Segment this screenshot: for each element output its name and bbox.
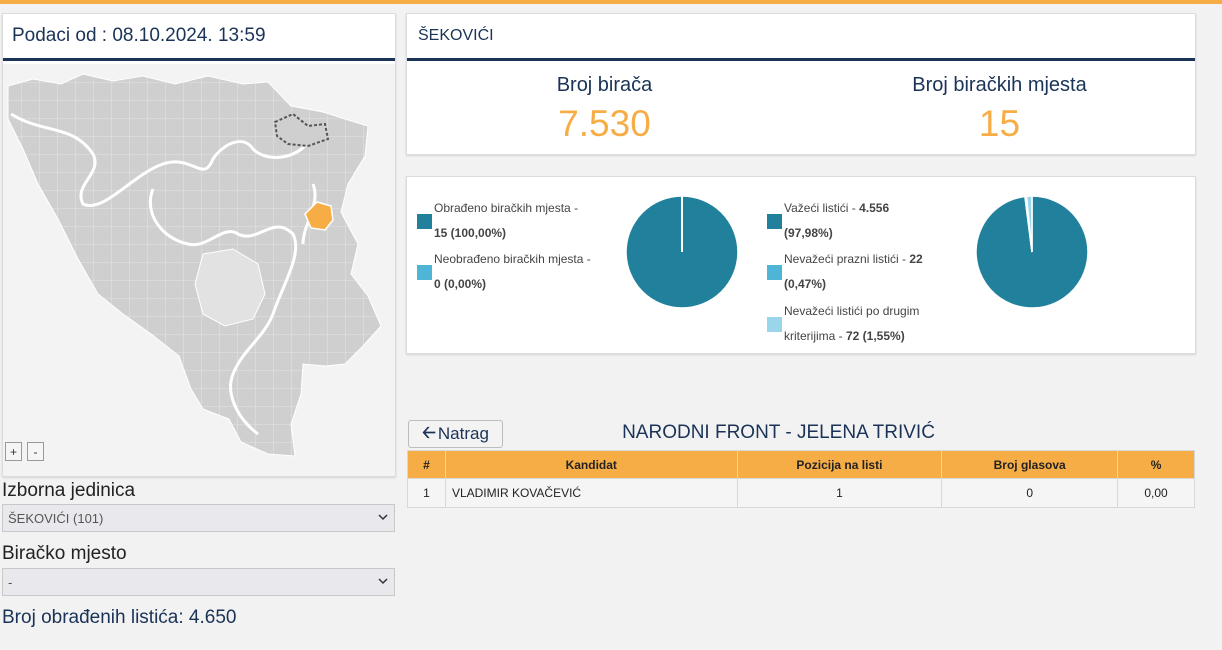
legend-label: Neobrađeno biračkih mjesta -: [434, 252, 591, 266]
zoom-in-button[interactable]: +: [5, 442, 22, 461]
polling-station-label: Biračko mjesto: [2, 543, 127, 564]
map-area[interactable]: [3, 64, 395, 476]
legend-item-invalid-empty: Nevažeći prazni listići - 22 (0,47%): [767, 247, 923, 297]
legend-label: Važeći listići -: [784, 201, 860, 215]
legend-value: 15 (100,00%): [434, 226, 507, 240]
legend-value: 0 (0,00%): [434, 277, 487, 291]
municipality-card: ŠEKOVIĆI Broj birača 7.530 Broj biračkih…: [406, 13, 1196, 155]
legend-item-valid: Važeći listići - 4.556 (97,98%): [767, 196, 889, 246]
legend-swatch: [417, 214, 432, 229]
legend-swatch: [767, 214, 782, 229]
legend-item-unprocessed: Neobrađeno biračkih mjesta - 0 (0,00%): [417, 247, 591, 297]
column-header[interactable]: #: [407, 450, 446, 479]
sarajevo-region: [194, 248, 266, 327]
map-panel: Podaci od : 08.10.2024. 13:59: [2, 13, 396, 477]
stations-label: Broj biračkih mjesta: [912, 74, 1087, 96]
vote-percent: 0,00: [1117, 478, 1195, 508]
electoral-unit-value: ŠEKOVIĆI (101): [8, 510, 104, 526]
table-row: 1 VLADIMIR KOVAČEVIĆ 1 0 0,00: [407, 478, 1195, 508]
pie-slice-invalid-other: [1025, 195, 1033, 253]
candidates-table: # Kandidat Pozicija na listi Broj glasov…: [407, 450, 1195, 508]
column-header[interactable]: Kandidat: [444, 450, 738, 479]
list-position: 1: [736, 478, 943, 508]
table-header-row: # Kandidat Pozicija na listi Broj glasov…: [407, 450, 1195, 479]
legend-label: Obrađeno biračkih mjesta -: [434, 201, 579, 215]
arrow-left-icon: 🡠: [422, 422, 436, 442]
legend-swatch: [767, 265, 782, 280]
data-timestamp: Podaci od : 08.10.2024. 13:59: [3, 14, 395, 61]
chevron-down-icon: [378, 514, 388, 521]
legend-swatch: [417, 265, 432, 280]
legend-value: 4.556: [859, 201, 890, 215]
voters-value: 7.530: [558, 103, 651, 144]
legend-item-invalid-other: Nevažeći listići po drugim kriterijima -…: [767, 299, 919, 349]
column-header[interactable]: Pozicija na listi: [736, 450, 943, 479]
legend-percent: (0,47%): [784, 277, 827, 291]
electoral-unit-label: Izborna jedinica: [2, 480, 136, 501]
country-texture: [8, 74, 381, 456]
stations-pie-chart: [625, 195, 739, 309]
party-title: NARODNI FRONT - JELENA TRIVIĆ: [622, 422, 935, 443]
legend-label-cont: kriterijima -: [784, 329, 846, 343]
legend-label: Nevažeći listići po drugim: [784, 304, 920, 318]
candidate-name: VLADIMIR KOVAČEVIĆ: [444, 478, 738, 508]
stations-value: 15: [978, 103, 1021, 144]
processed-ballots: Broj obrađenih listića: 4.650: [2, 607, 237, 628]
polling-station-select[interactable]: -: [2, 568, 395, 596]
municipality-title: ŠEKOVIĆI: [407, 14, 1195, 61]
electoral-unit-select[interactable]: ŠEKOVIĆI (101): [2, 504, 395, 532]
column-header[interactable]: Broj glasova: [941, 450, 1119, 479]
legend-value: 22: [909, 252, 923, 266]
statistics-card: Obrađeno biračkih mjesta - 15 (100,00%) …: [406, 176, 1196, 354]
legend-percent: (97,98%): [784, 226, 833, 240]
legend-item-processed: Obrađeno biračkih mjesta - 15 (100,00%): [417, 196, 578, 246]
brcko-district: [273, 112, 330, 148]
voters-stat: Broj birača 7.530: [407, 74, 802, 145]
column-header[interactable]: %: [1117, 450, 1195, 479]
legend-label: Nevažeći prazni listići -: [784, 252, 910, 266]
zoom-out-button[interactable]: -: [27, 442, 44, 461]
legend-value: 72 (1,55%): [846, 329, 905, 343]
stations-stat: Broj biračkih mjesta 15: [802, 74, 1197, 145]
top-accent-bar: [0, 0, 1222, 4]
chevron-down-icon: [378, 578, 388, 585]
back-button[interactable]: 🡠 Natrag: [408, 420, 503, 448]
sekovici-municipality[interactable]: [304, 201, 334, 231]
bih-map[interactable]: [3, 64, 395, 476]
row-number: 1: [407, 478, 446, 508]
vote-count: 0: [941, 478, 1119, 508]
polling-station-value: -: [8, 574, 13, 590]
voters-label: Broj birača: [556, 74, 653, 96]
legend-swatch: [767, 317, 782, 332]
back-button-label: Natrag: [437, 424, 489, 443]
ballots-pie-chart: [975, 195, 1089, 309]
